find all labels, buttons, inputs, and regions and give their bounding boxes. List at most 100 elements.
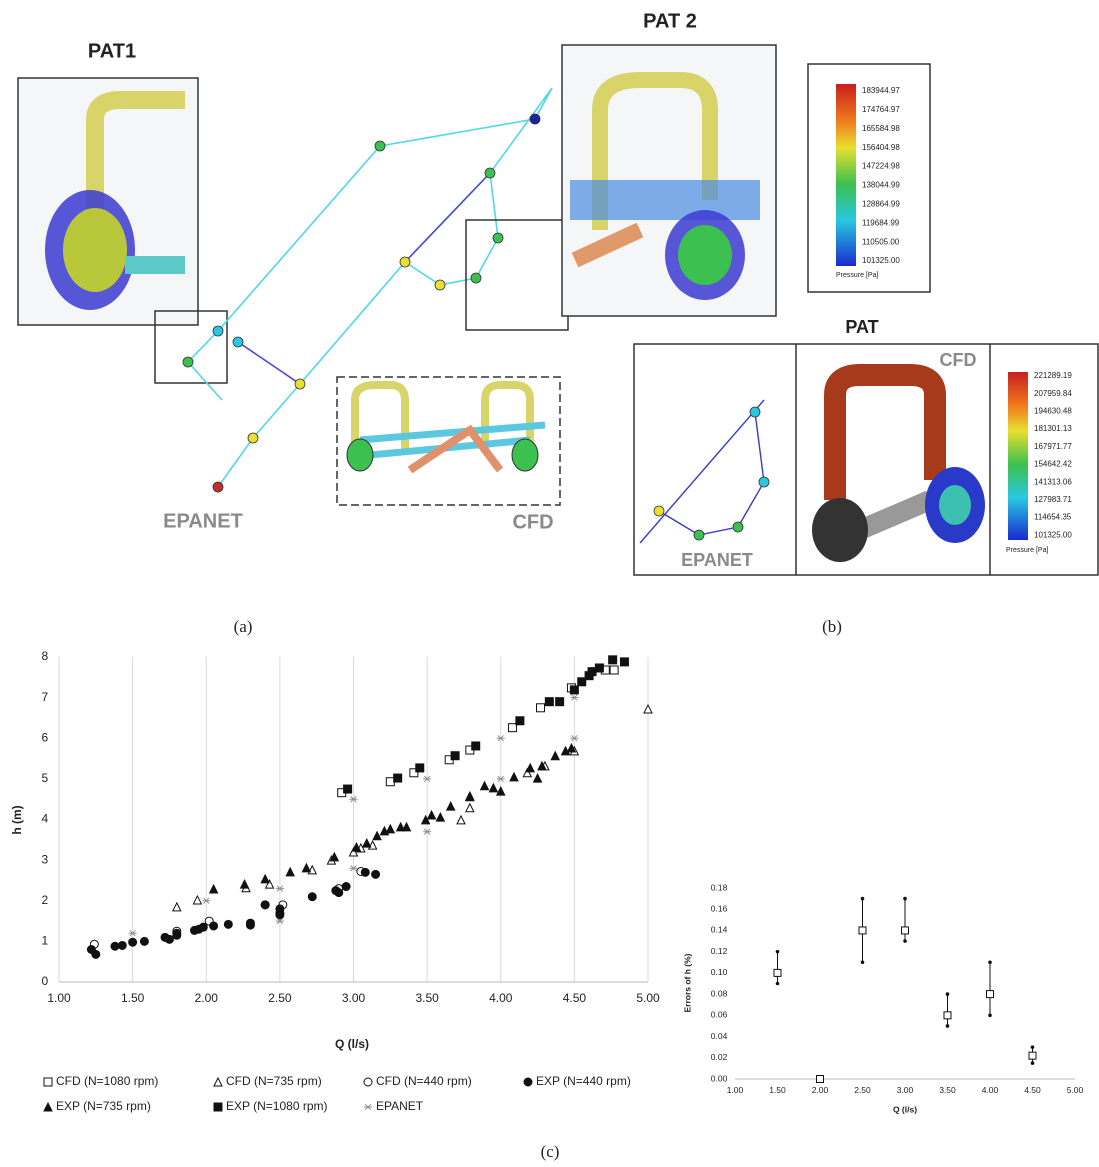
legend-label: EXP (N=735 rpm) (56, 1099, 151, 1113)
marker (420, 814, 431, 825)
error-high (1030, 1045, 1035, 1049)
caption: (a) (234, 617, 253, 636)
colorbar-title: Pressure [Pa] (836, 272, 878, 279)
marker (643, 703, 653, 714)
pat-label: PAT (845, 317, 878, 337)
marker (341, 882, 351, 892)
y-tick-label: 6 (42, 730, 49, 744)
colorbar-label: 221289.19 (1034, 371, 1072, 380)
marker (773, 968, 782, 977)
y-tick-label: 0.08 (711, 988, 728, 998)
marker (570, 735, 579, 742)
marker (91, 949, 101, 959)
legend-label: CFD (N=1080 rpm) (56, 1074, 158, 1088)
pipe (592, 72, 718, 230)
colorbar-label: 127983.71 (1034, 495, 1072, 504)
caption: (c) (541, 1142, 560, 1161)
colorbar-label: 101325.00 (862, 256, 900, 265)
marker (544, 697, 554, 707)
pump (346, 438, 374, 472)
marker (171, 901, 182, 912)
y-axis-label: Errors of h (%) (682, 953, 692, 1012)
marker (213, 1076, 223, 1087)
marker (371, 869, 381, 879)
marker (525, 762, 536, 773)
colorbar-label: 128864.99 (862, 200, 900, 209)
x-tick-label: 5.00 (1067, 1085, 1084, 1095)
runner (63, 208, 127, 292)
marker (619, 657, 629, 667)
y-tick-label: 0.02 (711, 1052, 728, 1062)
marker (471, 741, 481, 751)
marker (1028, 1051, 1037, 1060)
legend-label: CFD (N=735 rpm) (226, 1074, 322, 1088)
error-low (775, 981, 780, 986)
x-axis-label: Q (l/s) (893, 1104, 917, 1114)
marker (587, 667, 597, 677)
marker (495, 785, 506, 796)
marker (858, 926, 867, 935)
marker (343, 784, 353, 794)
marker (239, 878, 250, 889)
marker (456, 814, 466, 825)
x-tick-label: 2.00 (812, 1085, 829, 1095)
marker (208, 883, 219, 894)
colorbar-label: 154642.42 (1034, 460, 1072, 469)
y-tick-label: 7 (42, 690, 49, 704)
marker (523, 1077, 533, 1087)
error-low (903, 939, 907, 943)
marker (43, 1077, 53, 1087)
marker (608, 655, 618, 665)
pipe (86, 91, 185, 230)
marker (395, 821, 406, 832)
marker (275, 910, 285, 920)
error-low (860, 960, 865, 965)
marker (349, 865, 358, 872)
marker (943, 1011, 952, 1020)
legend-label: CFD (N=440 rpm) (376, 1074, 472, 1088)
x-tick-label: 2.50 (268, 991, 292, 1005)
x-tick-label: 3.00 (897, 1085, 914, 1095)
marker (515, 716, 525, 726)
colorbar-label: 194630.48 (1034, 407, 1072, 416)
runner (678, 225, 732, 285)
marker (509, 771, 519, 782)
colorbar-label: 156404.98 (862, 143, 900, 152)
colorbar-label: 207959.84 (1034, 389, 1072, 398)
marker (555, 697, 565, 707)
marker (245, 920, 255, 930)
colorbar (836, 84, 856, 266)
colorbar-label: 101325.00 (1034, 530, 1072, 539)
marker (260, 873, 270, 884)
marker (423, 775, 432, 783)
error-high (903, 896, 907, 901)
marker (986, 990, 994, 999)
marker (329, 851, 340, 862)
marker (192, 894, 203, 905)
marker (536, 703, 546, 713)
marker (465, 802, 475, 813)
x-tick-label: 2.50 (854, 1085, 871, 1095)
marker (164, 934, 174, 944)
marker (479, 780, 490, 791)
marker (301, 862, 312, 873)
cfd-label: CFD (940, 350, 977, 370)
y-tick-label: 5 (42, 771, 49, 785)
legend-label: EXP (N=440 rpm) (536, 1074, 631, 1088)
colorbar-label: 110505.00 (862, 237, 900, 246)
marker (496, 775, 505, 783)
marker (334, 888, 344, 898)
y-tick-label: 0.16 (711, 903, 728, 913)
marker (172, 928, 182, 938)
marker (401, 821, 412, 832)
pipe (824, 364, 946, 500)
valve (812, 498, 868, 562)
epanet-label: EPANET (681, 550, 753, 570)
cfd-label: CFD (512, 511, 553, 533)
marker (566, 742, 577, 753)
marker (385, 777, 395, 787)
marker (198, 922, 208, 932)
marker (570, 694, 579, 701)
